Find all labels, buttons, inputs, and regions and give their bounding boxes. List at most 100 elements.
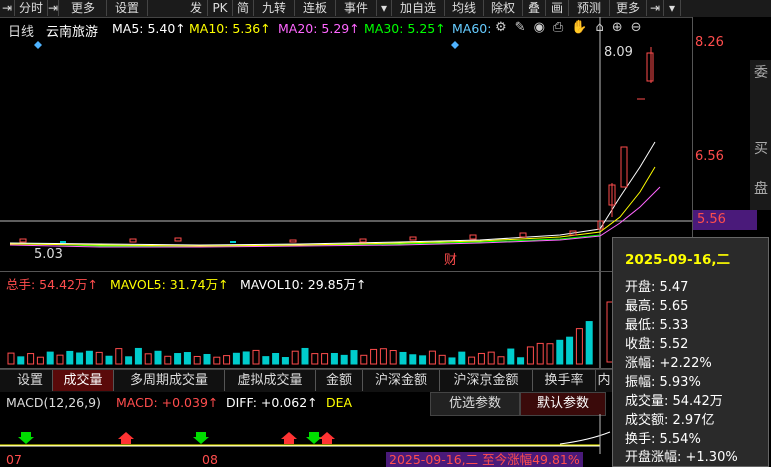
draw-pen-icon[interactable]: ✎: [514, 20, 534, 35]
macd-chart[interactable]: [0, 414, 692, 454]
toolbar-item-add-watchlist[interactable]: 加自选: [392, 0, 445, 16]
volume-canvas: [7, 272, 616, 368]
settings-icon[interactable]: ⚙: [495, 20, 515, 35]
tab-inner[interactable]: 内: [596, 370, 613, 391]
volume-bar: [575, 328, 583, 365]
toolbar-item-lianban[interactable]: 连板: [295, 0, 336, 16]
lock-icon[interactable]: ⌂: [595, 20, 612, 35]
volume-bar: [262, 356, 270, 365]
macd-value: MACD: +0.039↑: [116, 395, 219, 410]
tab-hsj-amount[interactable]: 沪深京金额: [440, 370, 533, 391]
volume-bar: [193, 355, 201, 365]
chart-toolset: ⚙✎◉⎙✋⌂⊕⊖: [495, 20, 650, 35]
volume-bar: [428, 350, 436, 365]
volume-bar: [95, 351, 103, 365]
toolbar-item-exright[interactable]: 除权: [484, 0, 523, 16]
volume-bar: [291, 350, 299, 365]
volume-bar: [458, 351, 466, 365]
toolbar-item-timeshare[interactable]: 分时: [15, 0, 48, 16]
toolbar-item-fa[interactable]: 发: [185, 0, 208, 16]
volume-total: 总手: 54.42万↑: [6, 277, 98, 292]
toolbar-item-pk[interactable]: PK: [208, 0, 233, 16]
tab-virtual-volume[interactable]: 虚拟成交量: [225, 370, 316, 391]
volume-bar: [340, 354, 348, 365]
indicator-tabs: 设置 成交量 多周期成交量 虚拟成交量 金额 沪深金额 沪深京金额 换手率 内: [0, 369, 615, 392]
volume-bar: [389, 350, 397, 365]
bar-info-popup: 2025-09-16,二 开盘: 5.47 最高: 5.65 最低: 5.33 …: [612, 237, 769, 467]
ma30-legend: MA30: 5.25↑: [364, 21, 446, 36]
back-icon[interactable]: ⇥: [0, 0, 15, 16]
dea-value: DEA: [326, 395, 353, 410]
volume-bar: [125, 356, 133, 365]
macd-canvas: [0, 414, 611, 454]
info-turnover: 换手: 5.54%: [625, 432, 701, 447]
volume-bar: [409, 354, 417, 365]
volume-bar: [56, 354, 64, 365]
ma5-line: [9, 141, 656, 246]
toolbar-item-jian[interactable]: 简: [233, 0, 254, 16]
tab-turnover[interactable]: 换手率: [533, 370, 596, 391]
forward-icon[interactable]: ⇥: [647, 0, 664, 16]
volume-chart[interactable]: 总手: 54.42万↑ MAVOL5: 31.74万↑ MAVOL10: 29.…: [0, 272, 692, 369]
toolbar-item-predict[interactable]: 预测: [569, 0, 610, 16]
volume-bar: [281, 357, 289, 365]
info-high: 最高: 5.65: [625, 299, 689, 314]
tab-settings[interactable]: 设置: [8, 370, 53, 391]
eye-icon[interactable]: ◉: [533, 20, 553, 35]
toolbar-item-more[interactable]: 更多: [60, 0, 107, 16]
volume-bar: [27, 353, 35, 365]
peak-price-label: 8.09: [604, 45, 633, 60]
top-toolbar: ⇥ 分时 ⇥ 更多 设置 发 PK 简 九转 连板 事件 ▾ 加自选 均线 除权…: [0, 0, 771, 18]
toolbar-item-jiuzhuan[interactable]: 九转: [254, 0, 295, 16]
tab-hs-amount[interactable]: 沪深金额: [363, 370, 440, 391]
volume-bar: [419, 355, 427, 365]
dropdown-icon-2[interactable]: ▾: [664, 0, 681, 16]
volume-bar: [311, 353, 319, 365]
macd-header: MACD(12,26,9) MACD: +0.039↑ DIFF: +0.062…: [0, 392, 692, 416]
date-tick-08: 08: [202, 452, 218, 467]
toolbar-item-settings[interactable]: 设置: [107, 0, 148, 16]
tab-amount[interactable]: 金额: [316, 370, 363, 391]
back-icon-2[interactable]: ⇥: [48, 0, 59, 16]
toolbar-item-ma[interactable]: 均线: [445, 0, 484, 16]
volume-bar: [144, 353, 152, 365]
order-book-strip[interactable]: 委 买 盘: [750, 60, 771, 210]
info-amplitude: 振幅: 5.93%: [625, 375, 701, 390]
toolbar-item-overlay[interactable]: 叠: [523, 0, 546, 16]
event-marker[interactable]: 财: [444, 253, 458, 268]
zoom-out-icon[interactable]: ⊖: [630, 20, 650, 35]
current-price-tag: 5.56: [693, 210, 757, 230]
volume-bar: [252, 349, 260, 365]
volume-bar: [468, 356, 476, 365]
camera-icon[interactable]: ⎙: [552, 20, 572, 35]
toolbar-item-event[interactable]: 事件: [336, 0, 377, 16]
volume-bar: [556, 339, 564, 365]
optimal-params-button[interactable]: 优选参数: [430, 392, 520, 416]
marker-diamond-2: [451, 41, 459, 49]
toolbar-item-draw[interactable]: 画: [546, 0, 569, 16]
side-char-2: 买: [754, 141, 768, 157]
info-volume: 成交量: 54.42万: [625, 394, 723, 409]
period-label[interactable]: 日线: [8, 25, 35, 40]
toolbar-item-more-2[interactable]: 更多: [610, 0, 647, 16]
volume-bar: [115, 348, 123, 365]
side-char-1: 委: [754, 65, 768, 81]
kline-chart[interactable]: 日线 云南旅游 MA5: 5.40↑ MA10: 5.36↑ MA20: 5.2…: [0, 17, 693, 272]
volume-bar: [154, 350, 162, 365]
volume-bar: [223, 355, 231, 365]
marker-diamond-1: [34, 41, 42, 49]
candles-small: [19, 230, 577, 243]
dropdown-icon[interactable]: ▾: [377, 0, 392, 16]
tab-multi-period-volume[interactable]: 多周期成交量: [114, 370, 225, 391]
hand-icon[interactable]: ✋: [571, 20, 596, 35]
info-low: 最低: 5.33: [625, 318, 689, 333]
volume-bar: [585, 321, 593, 365]
volume-bar: [232, 352, 240, 365]
zoom-in-icon[interactable]: ⊕: [611, 20, 631, 35]
info-change: 涨幅: +2.22%: [625, 356, 712, 371]
tab-volume[interactable]: 成交量: [53, 370, 114, 391]
default-params-button[interactable]: 默认参数: [520, 392, 606, 416]
info-open-change: 开盘涨幅: +1.30%: [625, 450, 738, 465]
volume-bar: [76, 352, 84, 365]
stock-name: 云南旅游: [46, 25, 99, 40]
